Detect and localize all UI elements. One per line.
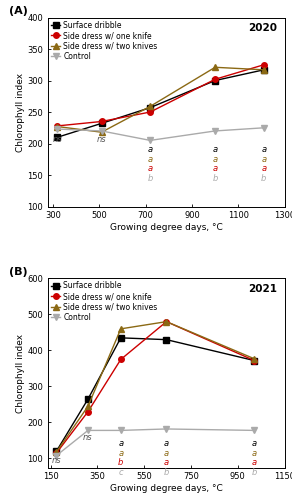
X-axis label: Growing degree days, °C: Growing degree days, °C (110, 223, 223, 232)
Text: b: b (213, 174, 218, 184)
Y-axis label: Chlorophyll index: Chlorophyll index (16, 72, 25, 152)
Side dress w/ two knives (262, 67, 266, 73)
Control (86, 428, 90, 434)
Side dress w/ one knife (100, 118, 103, 124)
Text: b: b (164, 468, 169, 477)
Side dress w/ one knife (86, 408, 90, 414)
Control (148, 138, 152, 143)
Control (213, 128, 217, 134)
Text: a: a (164, 438, 169, 448)
Side dress w/ two knives (55, 449, 58, 455)
Text: a: a (213, 164, 218, 173)
Side dress w/ one knife (253, 358, 256, 364)
Surface dribble (100, 120, 103, 126)
Line: Surface dribble: Surface dribble (54, 335, 257, 454)
Surface dribble (55, 448, 58, 454)
Text: ns: ns (52, 456, 61, 464)
Side dress w/ one knife (55, 450, 58, 456)
Control (262, 125, 266, 131)
Text: b: b (118, 458, 124, 468)
Text: a: a (118, 448, 123, 458)
Side dress w/ two knives (100, 129, 103, 135)
Surface dribble (213, 78, 217, 84)
Text: a: a (148, 154, 153, 164)
Side dress w/ one knife (213, 76, 217, 82)
Side dress w/ one knife (56, 123, 59, 129)
Text: a: a (148, 164, 153, 173)
Side dress w/ one knife (262, 62, 266, 68)
Line: Surface dribble: Surface dribble (55, 67, 267, 140)
Control (253, 428, 256, 434)
Side dress w/ two knives (56, 124, 59, 130)
Side dress w/ one knife (119, 356, 123, 362)
Surface dribble (86, 396, 90, 402)
Text: a: a (261, 164, 266, 173)
Line: Side dress w/ one knife: Side dress w/ one knife (54, 319, 257, 456)
Text: a: a (213, 154, 218, 164)
Text: b: b (261, 174, 267, 184)
Side dress w/ two knives (86, 404, 90, 409)
Side dress w/ two knives (165, 318, 168, 324)
Control (100, 128, 103, 134)
Text: a: a (261, 154, 266, 164)
Line: Side dress w/ two knives: Side dress w/ two knives (54, 319, 257, 455)
Text: ns: ns (97, 134, 106, 143)
Text: a: a (252, 458, 257, 468)
Text: a: a (164, 458, 169, 468)
Text: c: c (119, 468, 123, 477)
Text: a: a (148, 145, 153, 154)
Text: a: a (252, 438, 257, 448)
Surface dribble (148, 104, 152, 110)
Control (56, 126, 59, 132)
Surface dribble (165, 336, 168, 342)
Line: Control: Control (54, 426, 257, 458)
Side dress w/ two knives (119, 326, 123, 332)
Surface dribble (253, 358, 256, 364)
Side dress w/ two knives (148, 104, 152, 110)
Side dress w/ two knives (213, 64, 217, 70)
Y-axis label: Chlorophyll index: Chlorophyll index (16, 334, 25, 412)
Control (165, 426, 168, 432)
Text: a: a (261, 145, 266, 154)
Control (55, 452, 58, 458)
Text: b: b (147, 174, 153, 184)
Text: b: b (252, 468, 257, 477)
Text: 2021: 2021 (248, 284, 278, 294)
Text: 2020: 2020 (248, 23, 278, 33)
Text: (B): (B) (9, 266, 28, 276)
Text: ns: ns (53, 134, 62, 143)
Line: Side dress w/ two knives: Side dress w/ two knives (55, 64, 267, 135)
Legend: Surface dribble, Side dress w/ one knife, Side dress w/ two knives, Control: Surface dribble, Side dress w/ one knife… (51, 280, 159, 323)
Surface dribble (119, 335, 123, 341)
Line: Side dress w/ one knife: Side dress w/ one knife (55, 62, 267, 128)
Text: a: a (252, 448, 257, 458)
Text: a: a (164, 448, 169, 458)
Text: a: a (118, 438, 123, 448)
Side dress w/ two knives (253, 356, 256, 362)
Surface dribble (262, 67, 266, 73)
Legend: Surface dribble, Side dress w/ one knife, Side dress w/ two knives, Control: Surface dribble, Side dress w/ one knife… (51, 20, 159, 62)
Text: ns: ns (83, 434, 93, 442)
Line: Control: Control (55, 125, 267, 143)
Control (119, 428, 123, 434)
Text: (A): (A) (9, 6, 28, 16)
Side dress w/ one knife (148, 109, 152, 115)
Side dress w/ one knife (165, 318, 168, 324)
Text: a: a (213, 145, 218, 154)
X-axis label: Growing degree days, °C: Growing degree days, °C (110, 484, 223, 493)
Surface dribble (56, 134, 59, 140)
